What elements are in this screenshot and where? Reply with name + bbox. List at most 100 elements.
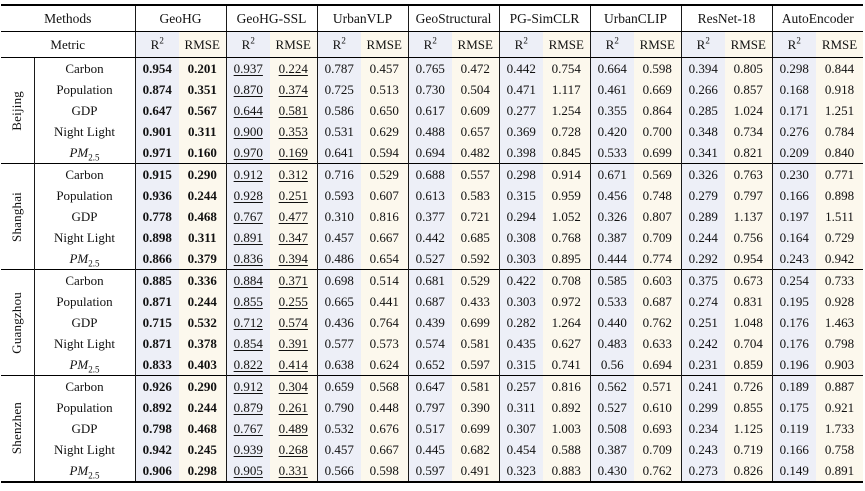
value-cell-resnet-18-r2: 0.274 xyxy=(680,291,726,312)
value-cell-geohg-r2: 0.866 xyxy=(134,248,179,270)
value-cell-resnet-18-rmse: 0.859 xyxy=(725,354,773,376)
value-cell-geostructural-r2: 0.688 xyxy=(407,163,452,185)
value-cell-geohg-ssl-rmse: 0.304 xyxy=(270,375,317,397)
value-cell-urbanclip-r2: 0.461 xyxy=(589,79,635,100)
table-row-shenzhen-night-light: Night Light 0.942 0.245 0.939 0.268 0.457 0.66… xyxy=(1,439,864,460)
value-cell-autoencoder-r2: 0.276 xyxy=(771,121,817,142)
value-cell-resnet-18-r2: 0.292 xyxy=(680,248,726,270)
table-row-shenzhen-pm: PM2.5 0.906 0.298 0.905 0.331 0.566 0.598 0.597… xyxy=(1,460,864,482)
value-cell-geohg-r2: 0.954 xyxy=(134,57,179,79)
metric-header-r2-autoencoder: R2 xyxy=(771,31,817,58)
value-cell-urbanclip-r2: 0.420 xyxy=(589,121,635,142)
value-cell-geostructural-r2: 0.687 xyxy=(407,291,452,312)
value-cell-geohg-r2: 0.885 xyxy=(134,269,179,291)
metric-header-rmse-urbanclip: RMSE xyxy=(634,31,682,58)
value-cell-resnet-18-rmse: 0.831 xyxy=(725,291,773,312)
methods-label: Methods xyxy=(1,5,135,32)
value-cell-geohg-ssl-rmse: 0.353 xyxy=(270,121,317,142)
value-cell-pg-simclr-rmse: 0.959 xyxy=(543,185,591,206)
value-cell-resnet-18-r2: 0.266 xyxy=(680,79,726,100)
value-cell-geohg-ssl-r2: 0.767 xyxy=(225,206,270,227)
value-cell-geostructural-r2: 0.797 xyxy=(407,397,452,418)
value-cell-pg-simclr-rmse: 0.895 xyxy=(543,248,591,270)
value-cell-autoencoder-r2: 0.176 xyxy=(771,312,817,333)
table-row-shenzhen-carbon: Shenzhen Carbon 0.926 0.290 0.912 0.304 0.659 0… xyxy=(1,375,864,482)
value-cell-pg-simclr-rmse: 0.741 xyxy=(543,354,591,376)
table-row-beijing-gdp: GDP 0.647 0.567 0.644 0.581 0.586 0.650 0.617 0.… xyxy=(1,100,864,121)
value-cell-geohg-ssl-rmse: 0.414 xyxy=(270,354,317,376)
value-cell-geostructural-r2: 0.377 xyxy=(407,206,452,227)
value-cell-pg-simclr-r2: 0.303 xyxy=(498,248,544,270)
value-cell-resnet-18-r2: 0.394 xyxy=(680,57,726,79)
value-cell-pg-simclr-rmse: 1.117 xyxy=(543,79,591,100)
value-cell-autoencoder-r2: 0.298 xyxy=(771,57,817,79)
value-cell-geohg-rmse: 0.244 xyxy=(179,291,226,312)
value-cell-geohg-ssl-rmse: 0.374 xyxy=(270,79,317,100)
value-cell-geohg-rmse: 0.468 xyxy=(179,206,226,227)
table-row-shanghai-gdp: GDP 0.778 0.468 0.767 0.477 0.310 0.816 0.377 0.… xyxy=(1,206,864,227)
value-cell-urbanclip-r2: 0.527 xyxy=(589,397,635,418)
value-cell-geohg-r2: 0.647 xyxy=(134,100,179,121)
metric-header-rmse-geohg-ssl: RMSE xyxy=(270,31,317,58)
value-cell-resnet-18-r2: 0.375 xyxy=(680,269,726,291)
value-cell-resnet-18-rmse: 0.756 xyxy=(725,227,773,248)
metric-header-rmse-resnet-18: RMSE xyxy=(725,31,773,58)
value-cell-pg-simclr-rmse: 0.972 xyxy=(543,291,591,312)
value-cell-resnet-18-r2: 0.289 xyxy=(680,206,726,227)
value-cell-resnet-18-rmse: 0.734 xyxy=(725,121,773,142)
value-cell-geohg-ssl-rmse: 0.581 xyxy=(270,100,317,121)
value-cell-pg-simclr-r2: 0.294 xyxy=(498,206,544,227)
table-row-shanghai-carbon: Shanghai Carbon 0.915 0.290 0.912 0.312 0.716 0… xyxy=(1,163,864,270)
indicator-label-pm2-5: PM2.5 xyxy=(33,248,135,270)
value-cell-urbanclip-rmse: 0.762 xyxy=(634,312,682,333)
metric-header-row: Metric R2 RMSE R2 RMSE R2 RMSE R2 RMSE R2 RMSE R2 R… xyxy=(1,31,864,58)
city-label-guangzhou: Guangzhou xyxy=(1,269,34,376)
value-cell-geohg-rmse: 0.290 xyxy=(179,375,226,397)
value-cell-pg-simclr-r2: 0.277 xyxy=(498,100,544,121)
value-cell-geohg-ssl-r2: 0.822 xyxy=(225,354,270,376)
value-cell-pg-simclr-r2: 0.311 xyxy=(498,397,544,418)
value-cell-pg-simclr-rmse: 0.914 xyxy=(543,163,591,185)
table-row-shanghai-night-light: Night Light 0.898 0.311 0.891 0.347 0.457 0.66… xyxy=(1,227,864,248)
value-cell-urbanvlp-r2: 0.638 xyxy=(316,354,361,376)
value-cell-autoencoder-r2: 0.209 xyxy=(771,142,817,164)
value-cell-geohg-r2: 0.892 xyxy=(134,397,179,418)
value-cell-urbanvlp-rmse: 0.529 xyxy=(361,163,408,185)
value-cell-urbanclip-r2: 0.533 xyxy=(589,291,635,312)
indicator-label-carbon: Carbon xyxy=(33,269,135,291)
value-cell-geohg-r2: 0.926 xyxy=(134,375,179,397)
value-cell-geohg-ssl-r2: 0.912 xyxy=(225,375,270,397)
value-cell-urbanvlp-rmse: 0.441 xyxy=(361,291,408,312)
value-cell-pg-simclr-r2: 0.257 xyxy=(498,375,544,397)
value-cell-urbanclip-r2: 0.444 xyxy=(589,248,635,270)
value-cell-geohg-ssl-r2: 0.891 xyxy=(225,227,270,248)
value-cell-geostructural-r2: 0.647 xyxy=(407,375,452,397)
value-cell-urbanvlp-r2: 0.457 xyxy=(316,439,361,460)
value-cell-resnet-18-r2: 0.326 xyxy=(680,163,726,185)
indicator-label-carbon: Carbon xyxy=(33,57,135,79)
value-cell-geohg-rmse: 0.532 xyxy=(179,312,226,333)
value-cell-autoencoder-r2: 0.168 xyxy=(771,79,817,100)
value-cell-urbanclip-rmse: 0.687 xyxy=(634,291,682,312)
value-cell-urbanclip-rmse: 0.571 xyxy=(634,375,682,397)
value-cell-geohg-r2: 0.871 xyxy=(134,333,179,354)
value-cell-resnet-18-r2: 0.243 xyxy=(680,439,726,460)
value-cell-urbanclip-r2: 0.585 xyxy=(589,269,635,291)
value-cell-geohg-ssl-r2: 0.712 xyxy=(225,312,270,333)
value-cell-autoencoder-rmse: 0.729 xyxy=(816,227,864,248)
value-cell-pg-simclr-rmse: 0.588 xyxy=(543,439,591,460)
value-cell-geohg-rmse: 0.160 xyxy=(179,142,226,164)
indicator-label-night-light: Night Light xyxy=(33,439,135,460)
table-row-guangzhou-pm: PM2.5 0.833 0.403 0.822 0.414 0.638 0.624 0.652… xyxy=(1,354,864,376)
value-cell-urbanvlp-rmse: 0.448 xyxy=(361,397,408,418)
value-cell-geostructural-rmse: 0.721 xyxy=(452,206,500,227)
value-cell-pg-simclr-r2: 0.323 xyxy=(498,460,544,482)
value-cell-geostructural-rmse: 0.581 xyxy=(452,333,500,354)
value-cell-resnet-18-rmse: 0.797 xyxy=(725,185,773,206)
value-cell-geohg-ssl-r2: 0.939 xyxy=(225,439,270,460)
table-row-shenzhen-gdp: GDP 0.798 0.468 0.767 0.489 0.532 0.676 0.517 0.… xyxy=(1,418,864,439)
value-cell-geohg-rmse: 0.245 xyxy=(179,439,226,460)
value-cell-autoencoder-r2: 0.175 xyxy=(771,397,817,418)
value-cell-resnet-18-r2: 0.242 xyxy=(680,333,726,354)
methods-header-row: Methods GeoHG GeoHG-SSL UrbanVLP GeoStructu… xyxy=(1,5,864,32)
